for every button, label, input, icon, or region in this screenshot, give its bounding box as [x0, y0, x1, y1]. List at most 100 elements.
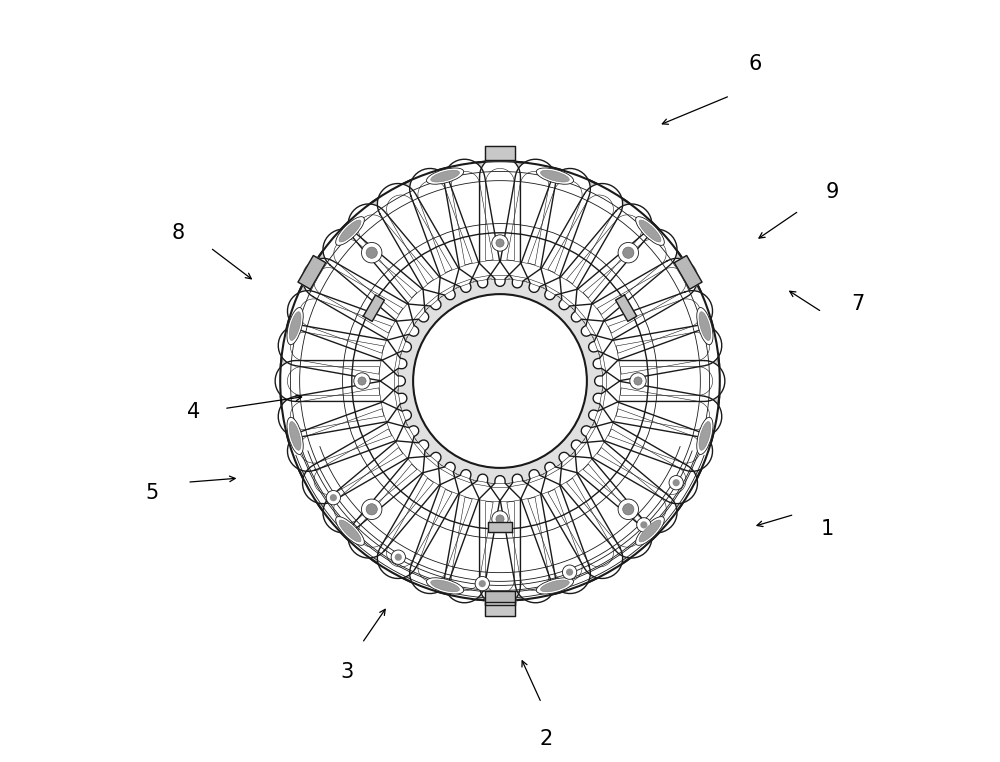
Polygon shape	[500, 159, 556, 288]
Polygon shape	[571, 229, 677, 322]
Polygon shape	[485, 602, 515, 616]
Ellipse shape	[541, 580, 569, 592]
Polygon shape	[275, 360, 405, 402]
Polygon shape	[480, 156, 520, 287]
Polygon shape	[444, 159, 500, 288]
Ellipse shape	[639, 220, 661, 242]
Polygon shape	[363, 295, 384, 322]
Ellipse shape	[697, 308, 713, 344]
Circle shape	[395, 553, 402, 561]
Polygon shape	[589, 290, 713, 360]
Polygon shape	[480, 475, 520, 606]
Ellipse shape	[339, 520, 361, 542]
Circle shape	[492, 235, 508, 251]
Text: 8: 8	[171, 223, 185, 243]
Ellipse shape	[427, 168, 464, 184]
Polygon shape	[303, 258, 419, 340]
Circle shape	[391, 550, 405, 565]
Polygon shape	[521, 469, 590, 594]
Polygon shape	[521, 168, 590, 293]
Polygon shape	[348, 452, 441, 558]
Ellipse shape	[699, 312, 711, 341]
Text: 3: 3	[340, 662, 353, 682]
Polygon shape	[377, 184, 459, 299]
Ellipse shape	[287, 418, 303, 454]
Polygon shape	[410, 469, 479, 594]
Circle shape	[413, 294, 587, 468]
Circle shape	[358, 377, 366, 385]
Polygon shape	[488, 521, 512, 532]
Circle shape	[479, 580, 486, 588]
Circle shape	[326, 491, 341, 505]
Polygon shape	[593, 381, 722, 437]
Circle shape	[634, 377, 642, 385]
Circle shape	[640, 521, 647, 528]
Polygon shape	[287, 290, 411, 360]
Ellipse shape	[336, 517, 364, 546]
Ellipse shape	[336, 216, 364, 245]
Ellipse shape	[289, 421, 301, 450]
Ellipse shape	[339, 220, 361, 242]
Polygon shape	[377, 463, 459, 578]
Polygon shape	[571, 440, 677, 533]
Polygon shape	[323, 229, 429, 322]
Polygon shape	[298, 255, 326, 290]
Circle shape	[354, 373, 370, 389]
Polygon shape	[410, 168, 479, 293]
Polygon shape	[323, 440, 429, 533]
Polygon shape	[541, 184, 623, 299]
Text: 2: 2	[539, 728, 553, 749]
Polygon shape	[444, 474, 500, 603]
Circle shape	[366, 504, 377, 515]
Circle shape	[562, 565, 577, 579]
Polygon shape	[581, 422, 697, 504]
Circle shape	[349, 230, 651, 532]
Circle shape	[492, 511, 508, 527]
Ellipse shape	[636, 216, 664, 245]
Circle shape	[496, 239, 504, 247]
Ellipse shape	[636, 517, 664, 546]
Circle shape	[361, 242, 382, 263]
Polygon shape	[593, 325, 722, 381]
Ellipse shape	[431, 580, 459, 592]
Ellipse shape	[639, 520, 661, 542]
Circle shape	[496, 515, 504, 523]
Text: 5: 5	[146, 483, 159, 504]
Circle shape	[475, 577, 489, 591]
Polygon shape	[589, 402, 713, 472]
Circle shape	[618, 499, 639, 520]
Polygon shape	[303, 422, 419, 504]
Text: 4: 4	[187, 402, 200, 421]
Circle shape	[280, 162, 720, 600]
Ellipse shape	[536, 578, 573, 594]
Polygon shape	[595, 360, 725, 402]
Polygon shape	[541, 463, 623, 578]
Circle shape	[361, 499, 382, 520]
Polygon shape	[278, 325, 407, 381]
Circle shape	[623, 247, 634, 258]
Ellipse shape	[431, 170, 459, 182]
Polygon shape	[348, 204, 441, 310]
Ellipse shape	[697, 418, 713, 454]
Polygon shape	[559, 204, 652, 310]
Polygon shape	[616, 295, 637, 322]
Polygon shape	[581, 258, 697, 340]
Circle shape	[637, 517, 651, 532]
Circle shape	[630, 373, 646, 389]
Text: 1: 1	[820, 519, 834, 539]
Text: 9: 9	[826, 182, 839, 202]
Ellipse shape	[699, 421, 711, 450]
Text: 7: 7	[851, 294, 864, 315]
Polygon shape	[287, 402, 411, 472]
Text: 6: 6	[749, 54, 762, 74]
Ellipse shape	[289, 312, 301, 341]
Circle shape	[623, 504, 634, 515]
Polygon shape	[278, 381, 407, 437]
Ellipse shape	[541, 170, 569, 182]
Ellipse shape	[287, 308, 303, 344]
Polygon shape	[485, 146, 515, 160]
Ellipse shape	[536, 168, 573, 184]
Polygon shape	[559, 452, 652, 558]
Circle shape	[330, 494, 337, 501]
Circle shape	[669, 475, 683, 490]
